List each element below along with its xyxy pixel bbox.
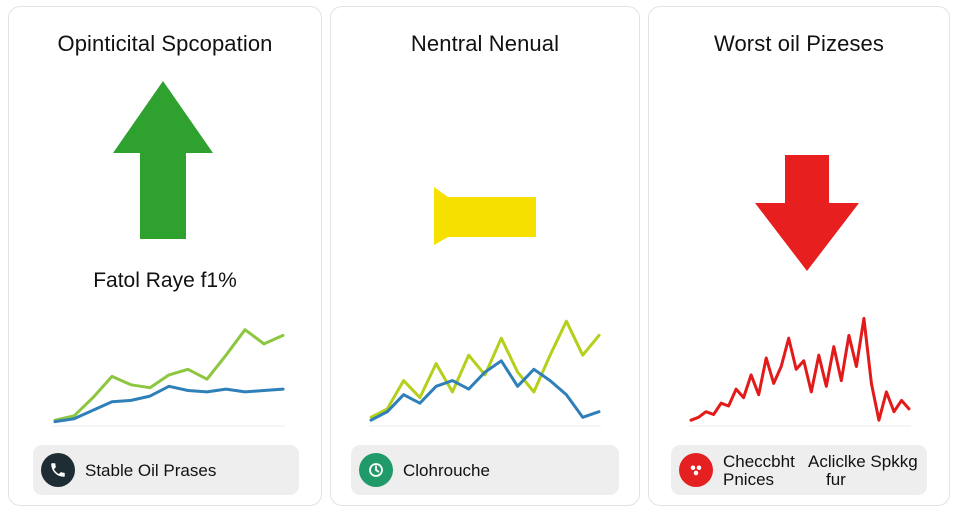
panel-neutral: Nentral Nenual Clohrouche xyxy=(330,6,640,506)
footer-label: Clohrouche xyxy=(403,460,490,480)
panel-title: Nentral Nenual xyxy=(410,31,560,56)
panel-sub-label: Fatol Raye f1% xyxy=(93,269,237,292)
chart-series-line-0 xyxy=(689,316,911,422)
line-chart xyxy=(53,328,285,427)
panel-worst: Worst oil Pizeses Checcbht Acliclke Spkk… xyxy=(648,6,950,506)
flat-arrow-icon xyxy=(434,187,536,245)
line-chart xyxy=(689,316,911,427)
footer-label: Stable Oil Prases xyxy=(85,460,217,480)
panel-footer[interactable]: Stable Oil Prases xyxy=(33,445,299,495)
chart-series-line-1 xyxy=(369,359,601,422)
footer-label: Checcbht Acliclke Spkkg Pnices fur xyxy=(723,453,918,488)
up-arrow-icon xyxy=(113,81,213,239)
clock-phone-icon xyxy=(359,453,393,487)
line-chart xyxy=(369,319,601,427)
footer-label-line1: Checcbht Acliclke Spkkg xyxy=(723,451,918,471)
chart-series-line-0 xyxy=(369,319,601,419)
panel-footer[interactable]: Clohrouche xyxy=(351,445,619,495)
panel-title: Worst oil Pizeses xyxy=(713,31,884,56)
chart-series-line-0 xyxy=(53,328,285,422)
panel-footer[interactable]: Checcbht Acliclke Spkkg Pnices fur xyxy=(671,445,927,495)
panel-title: Opinticital Spcopation xyxy=(57,31,273,56)
chart-series-line-1 xyxy=(53,384,285,424)
bug-icon xyxy=(679,453,713,487)
panel-optimistic: Opinticital Spcopation Fatol Raye f1% St… xyxy=(8,6,322,506)
phone-icon xyxy=(41,453,75,487)
down-arrow-icon xyxy=(755,155,859,271)
footer-label-line2: Pnices fur xyxy=(723,469,846,489)
